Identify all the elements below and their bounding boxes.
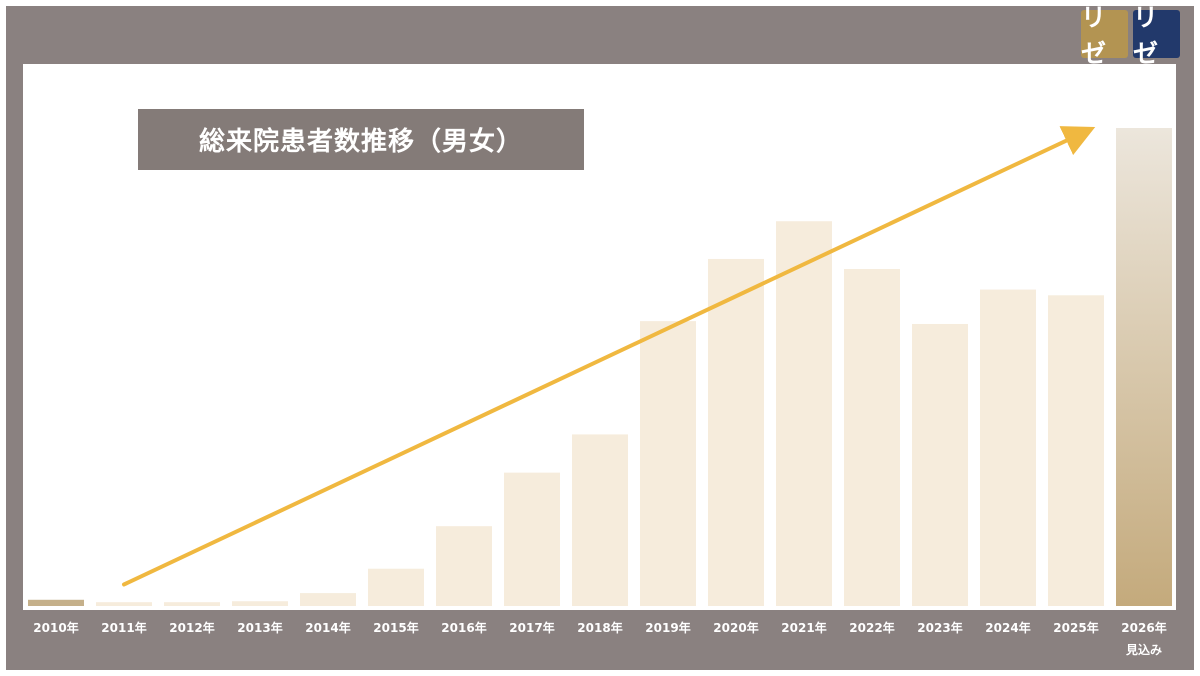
trend-arrow	[122, 126, 1096, 587]
x-tick-label: 2012年	[169, 620, 214, 635]
bar-2025年	[1048, 295, 1104, 606]
x-tick-label: 2023年	[917, 620, 962, 635]
x-tick-label: 2016年	[441, 620, 486, 635]
bars-layer	[28, 128, 1172, 606]
bar-2019年	[640, 321, 696, 606]
x-tick-label: 2011年	[101, 620, 146, 635]
bar-2014年	[300, 593, 356, 606]
x-tick-label: 2018年	[577, 620, 622, 635]
bar-2018年	[572, 434, 628, 606]
x-tick-label: 2020年	[713, 620, 758, 635]
bar-2020年	[708, 258, 764, 606]
x-tick-label: 2022年	[849, 620, 894, 635]
x-tick-label: 2021年	[781, 620, 826, 635]
bar-2023年	[912, 323, 968, 606]
x-tick-label: 2015年	[373, 620, 418, 635]
bar-2015年	[368, 568, 424, 606]
bar-2022年	[844, 269, 900, 606]
bar-2012年	[164, 602, 220, 606]
x-tick-sublabel: 見込み	[1125, 642, 1162, 657]
trend-layer	[122, 126, 1096, 587]
x-tick-label: 2024年	[985, 620, 1030, 635]
bar-2011年	[96, 602, 152, 606]
brand-logo-navy: リゼ	[1133, 3, 1180, 68]
bar-2013年	[232, 601, 288, 606]
bar-2021年	[776, 221, 832, 606]
x-tick-label: 2026年	[1121, 620, 1166, 635]
x-tick-label: 2019年	[645, 620, 690, 635]
bar-2024年	[980, 289, 1036, 606]
bar-2016年	[436, 526, 492, 606]
x-axis-labels: 2010年 2011年 2012年 2013年 2014年 2015年 2016年 2017年…	[33, 620, 1166, 657]
bar-2010年	[28, 599, 84, 606]
x-tick-label: 2014年	[305, 620, 350, 635]
x-tick-label: 2025年	[1053, 620, 1098, 635]
bar-2017年	[504, 472, 560, 606]
x-tick-label: 2017年	[509, 620, 554, 635]
chart-title: 総来院患者数推移（男女）	[138, 109, 584, 170]
x-tick-label: 2010年	[33, 620, 78, 635]
x-tick-label: 2013年	[237, 620, 282, 635]
bar-2026年	[1116, 128, 1172, 606]
